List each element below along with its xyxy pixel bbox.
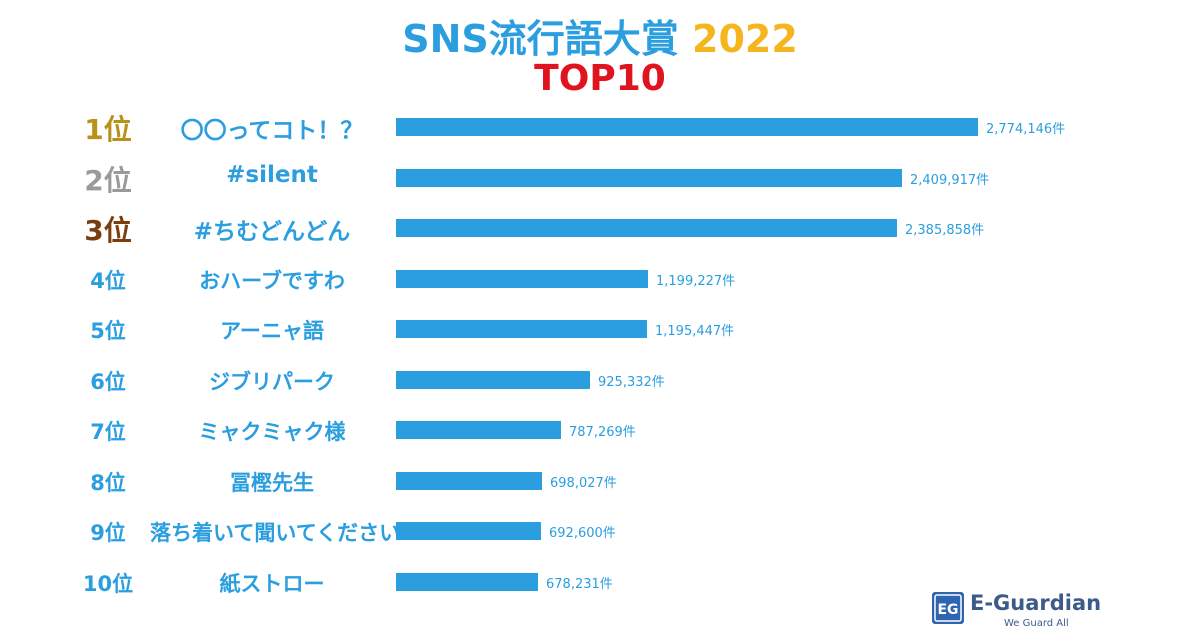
term-label: #ちむどんどん	[193, 219, 351, 245]
value-label: 925,332件	[598, 374, 665, 390]
value-label: 1,199,227件	[656, 273, 736, 289]
chart-title-year: 2022	[692, 17, 798, 61]
value-label: 698,027件	[550, 475, 617, 491]
value-label: 692,600件	[549, 526, 616, 541]
value-label: 2,385,858件	[905, 223, 985, 238]
rank-label: 2位	[84, 163, 132, 197]
rank-label: 6位	[90, 369, 126, 394]
logo-mark-text: EG	[937, 602, 958, 618]
value-label: 787,269件	[569, 425, 636, 440]
bar	[396, 168, 902, 187]
term-label: 落ち着いて聞いてください	[150, 521, 401, 545]
value-label: 2,409,917件	[910, 172, 990, 188]
bar	[396, 269, 648, 288]
bar	[396, 471, 542, 490]
rank-label: 8位	[90, 470, 126, 495]
logo-name: E-Guardian	[970, 591, 1102, 615]
chart-title: SNS流行語大賞 2022	[0, 8, 1200, 63]
bar	[396, 522, 541, 540]
term-label: #silent	[226, 161, 318, 188]
value-label: 678,231件	[546, 576, 613, 592]
rank-label: 9位	[90, 521, 126, 545]
term-label: ミャクミャク様	[198, 420, 346, 444]
e-guardian-logo-icon: EG	[932, 592, 964, 624]
logo-tagline: We Guard All	[1004, 618, 1069, 629]
bar	[396, 219, 897, 237]
rank-label: 1位	[84, 113, 132, 146]
bar	[396, 572, 538, 591]
bar	[396, 118, 978, 136]
term-label: 冨樫先生	[230, 470, 314, 495]
rank-label: 4位	[90, 268, 126, 293]
chart-title-main: SNS流行語大賞	[402, 17, 679, 61]
term-label: 〇〇ってコト！？	[180, 118, 364, 144]
bar	[396, 320, 647, 338]
value-label: 1,195,447件	[655, 324, 735, 339]
term-label: 紙ストロー	[219, 571, 325, 596]
chart-subtitle: TOP10	[534, 58, 666, 99]
term-label: アーニャ語	[220, 319, 324, 343]
rank-label: 5位	[90, 319, 126, 343]
rank-label: 3位	[84, 214, 132, 247]
value-label: 2,774,146件	[986, 122, 1066, 137]
bar	[396, 421, 561, 439]
rank-label: 7位	[90, 420, 126, 444]
term-label: おハーブですわ	[199, 268, 345, 293]
term-label: ジブリパーク	[209, 369, 335, 394]
bar	[396, 370, 590, 389]
rank-label: 10位	[82, 571, 134, 596]
